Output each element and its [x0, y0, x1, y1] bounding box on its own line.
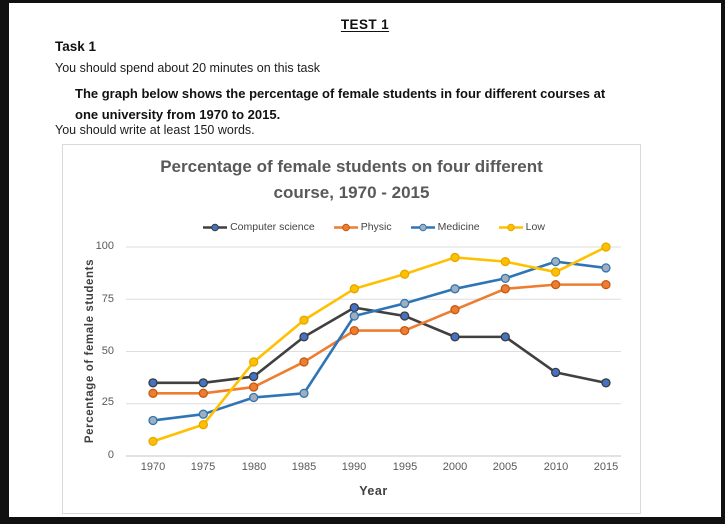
series-marker-computer-science-1990	[349, 302, 359, 313]
series-line-physic	[151, 283, 608, 395]
plot-svg	[126, 242, 621, 457]
x-tick-2010: 2010	[543, 461, 569, 473]
word-count-note: You should write at least 150 words.	[55, 123, 255, 137]
chart-title-line-2: course, 1970 - 2015	[273, 183, 430, 202]
series-marker-medicine-1975	[198, 409, 208, 419]
series-marker-physic-2010	[550, 279, 561, 290]
series-marker-computer-science-2010	[550, 367, 561, 378]
chart-title-line-1: Percentage of female students on four di…	[160, 157, 543, 176]
series-line-medicine	[151, 260, 608, 422]
series-line-low	[151, 245, 608, 443]
legend-marker	[341, 223, 350, 231]
chart-container: Percentage of female students on four di…	[62, 144, 641, 514]
series-marker-low-1975	[198, 419, 208, 430]
chart-title: Percentage of female students on four di…	[63, 154, 640, 206]
x-tick-1985: 1985	[291, 461, 317, 473]
legend-label: Physic	[360, 221, 392, 233]
y-tick-25: 25	[101, 396, 114, 408]
legend-label: Low	[525, 221, 545, 233]
legend-swatch-physic	[333, 223, 358, 231]
y-tick-0: 0	[107, 449, 114, 461]
series-line-computer-science	[151, 306, 608, 385]
series-marker-physic-1985	[299, 357, 309, 367]
task-label: Task 1	[55, 39, 97, 54]
x-tick-2000: 2000	[442, 461, 468, 473]
series-marker-low-1970	[148, 436, 158, 447]
series-marker-low-1980	[249, 357, 259, 367]
legend-marker	[506, 223, 515, 231]
x-tick-1970: 1970	[140, 461, 166, 473]
series-marker-physic-1990	[349, 325, 359, 336]
legend-item-computer-science: Computer science	[202, 221, 315, 233]
series-marker-physic-2015	[601, 279, 611, 290]
x-axis-title: Year	[359, 484, 388, 498]
legend-swatch-low	[498, 223, 523, 231]
series-marker-computer-science-1970	[148, 378, 158, 388]
x-tick-1980: 1980	[241, 461, 267, 473]
x-tick-1975: 1975	[190, 461, 216, 473]
series-marker-medicine-1995	[399, 298, 410, 309]
series-marker-physic-2005	[500, 284, 510, 294]
series-marker-computer-science-2015	[601, 378, 611, 388]
legend-item-low: Low	[498, 221, 545, 233]
series-marker-computer-science-2005	[500, 332, 510, 342]
series-marker-computer-science-1985	[299, 332, 309, 342]
series-marker-physic-1995	[399, 325, 410, 336]
series-marker-medicine-1985	[299, 388, 309, 398]
y-tick-75: 75	[101, 293, 114, 305]
series-marker-computer-science-1980	[249, 371, 259, 382]
x-tick-1995: 1995	[392, 461, 418, 473]
y-tick-100: 100	[95, 240, 114, 252]
series-marker-medicine-1980	[249, 392, 259, 403]
legend-item-physic: Physic	[333, 221, 392, 233]
series-marker-medicine-1990	[349, 311, 359, 321]
document-page: TEST 1 Task 1 You should spend about 20 …	[9, 3, 721, 517]
legend-swatch-computer-science	[203, 223, 228, 231]
task-prompt-line-1: The graph below shows the percentage of …	[75, 86, 606, 101]
legend-label: Computer science	[230, 221, 315, 233]
series-marker-physic-1970	[148, 388, 158, 398]
series-marker-medicine-2010	[550, 256, 561, 267]
series-marker-low-2015	[601, 242, 611, 252]
series-marker-low-2000	[450, 252, 460, 263]
series-marker-medicine-1970	[148, 415, 158, 426]
x-tick-2015: 2015	[593, 461, 619, 473]
series-marker-low-2005	[500, 256, 510, 267]
legend-marker	[418, 223, 427, 231]
series-marker-low-1990	[349, 284, 359, 294]
test-title: TEST 1	[340, 17, 390, 32]
series-marker-low-2010	[550, 267, 561, 277]
series-marker-physic-1980	[249, 382, 259, 392]
series-marker-computer-science-1995	[399, 311, 410, 321]
legend-item-medicine: Medicine	[410, 221, 480, 233]
x-tick-1990: 1990	[341, 461, 367, 473]
task-prompt: The graph below shows the percentage of …	[75, 83, 705, 125]
series-marker-physic-1975	[198, 388, 208, 398]
legend-label: Medicine	[437, 221, 480, 233]
series-marker-medicine-2000	[450, 284, 460, 294]
series-marker-low-1995	[399, 269, 410, 279]
series-marker-low-1985	[299, 315, 309, 325]
x-tick-2005: 2005	[492, 461, 518, 473]
chart-legend: Computer science Physic Medicine Low	[126, 219, 621, 235]
y-tick-50: 50	[101, 345, 114, 357]
time-note: You should spend about 20 minutes on thi…	[55, 61, 321, 75]
legend-marker	[211, 223, 219, 231]
task-prompt-line-2: one university from 1970 to 2015.	[75, 107, 281, 122]
series-marker-physic-2000	[450, 305, 460, 315]
series-marker-medicine-2005	[500, 273, 510, 284]
series-marker-medicine-2015	[601, 263, 611, 273]
series-marker-computer-science-2000	[450, 332, 460, 342]
series-marker-computer-science-1975	[198, 378, 208, 388]
legend-swatch-medicine	[410, 223, 435, 231]
